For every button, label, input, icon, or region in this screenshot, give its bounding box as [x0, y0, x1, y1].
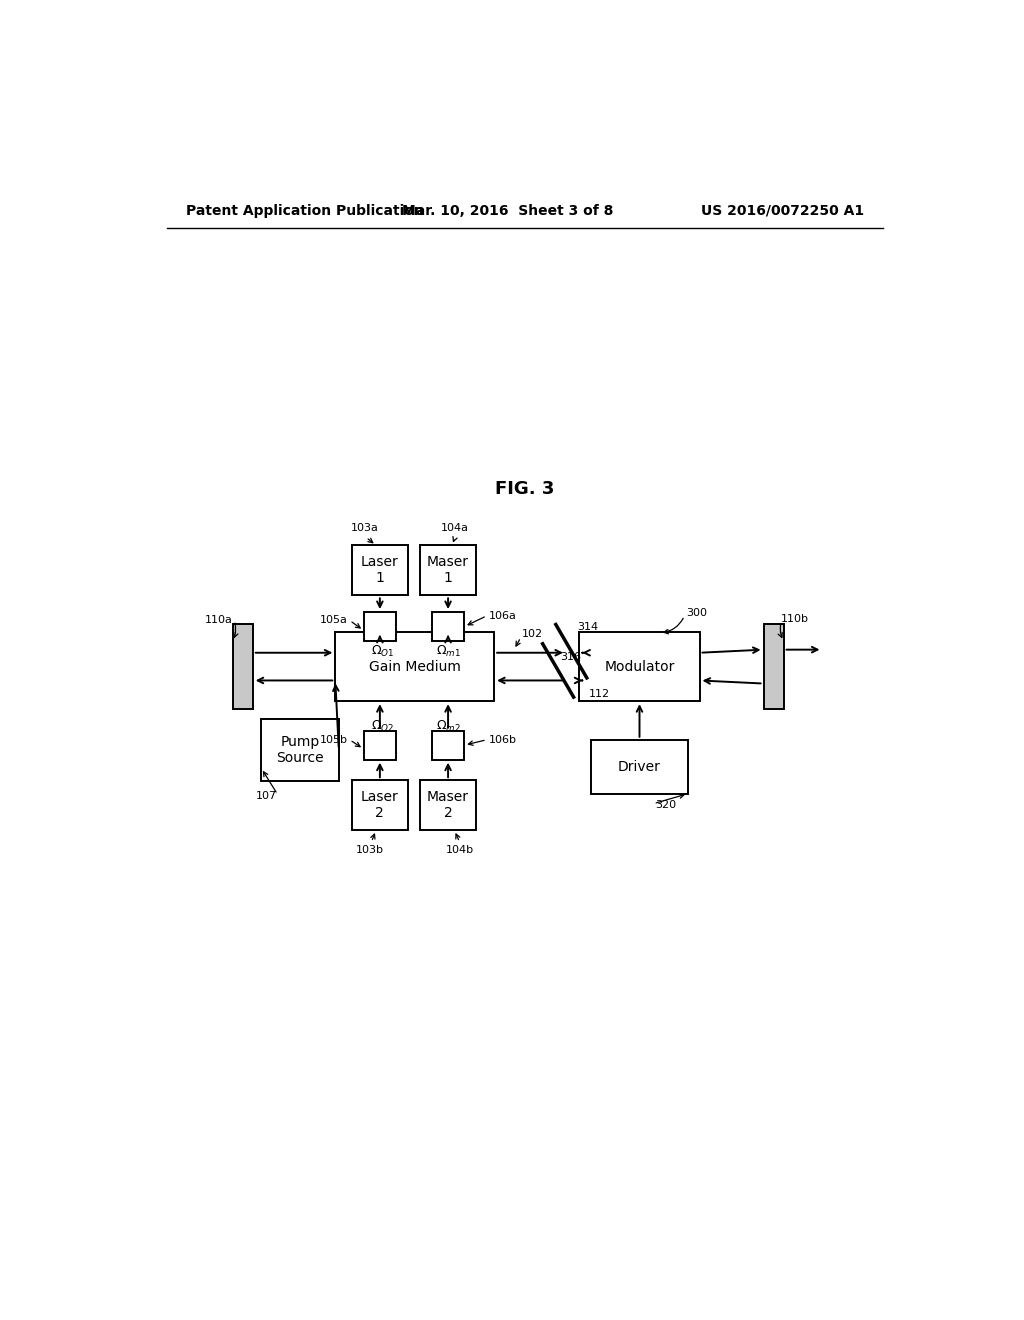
Bar: [420, 545, 476, 595]
Text: Laser
2: Laser 2: [361, 791, 398, 820]
Bar: [352, 545, 408, 595]
Text: Maser
1: Maser 1: [427, 556, 469, 586]
Text: Mar. 10, 2016  Sheet 3 of 8: Mar. 10, 2016 Sheet 3 of 8: [402, 203, 613, 218]
Text: $\Omega_{O1}$: $\Omega_{O1}$: [371, 644, 394, 659]
Text: FIG. 3: FIG. 3: [496, 480, 554, 499]
Text: 112: 112: [589, 689, 610, 698]
Text: $\Omega_{m1}$: $\Omega_{m1}$: [435, 644, 461, 659]
Bar: [420, 780, 476, 830]
Text: Laser
1: Laser 1: [361, 556, 398, 586]
Text: 103b: 103b: [355, 845, 384, 855]
Text: 107: 107: [256, 791, 276, 801]
Text: 105b: 105b: [321, 735, 348, 744]
Text: $\Omega_{O2}$: $\Omega_{O2}$: [371, 719, 394, 734]
Text: Driver: Driver: [618, 760, 660, 774]
Text: 110a: 110a: [205, 615, 232, 626]
Bar: [591, 739, 688, 793]
Text: 105a: 105a: [321, 615, 348, 626]
Text: $\Omega_{m2}$: $\Omega_{m2}$: [435, 719, 461, 734]
Text: Modulator: Modulator: [604, 660, 675, 673]
Bar: [580, 632, 699, 701]
Bar: [364, 612, 396, 642]
Bar: [432, 612, 464, 642]
Text: 106a: 106a: [488, 611, 516, 620]
Bar: [335, 632, 495, 701]
Text: US 2016/0072250 A1: US 2016/0072250 A1: [701, 203, 864, 218]
Text: 103a: 103a: [350, 524, 378, 533]
Text: Gain Medium: Gain Medium: [369, 660, 461, 673]
Text: 314: 314: [578, 622, 599, 631]
Text: 104a: 104a: [441, 524, 469, 533]
Bar: [432, 730, 464, 760]
Text: 110b: 110b: [781, 614, 809, 624]
Text: 320: 320: [655, 800, 676, 810]
Text: Maser
2: Maser 2: [427, 791, 469, 820]
Bar: [764, 624, 783, 709]
Bar: [261, 719, 339, 780]
Text: 300: 300: [686, 607, 707, 618]
Text: 102: 102: [521, 630, 543, 639]
Text: 106b: 106b: [488, 735, 516, 744]
Text: Pump
Source: Pump Source: [276, 735, 324, 764]
Bar: [364, 730, 396, 760]
Text: Patent Application Publication: Patent Application Publication: [186, 203, 424, 218]
Bar: [352, 780, 408, 830]
Bar: [232, 624, 253, 709]
Text: 316: 316: [560, 652, 582, 663]
Text: 104b: 104b: [445, 845, 474, 855]
